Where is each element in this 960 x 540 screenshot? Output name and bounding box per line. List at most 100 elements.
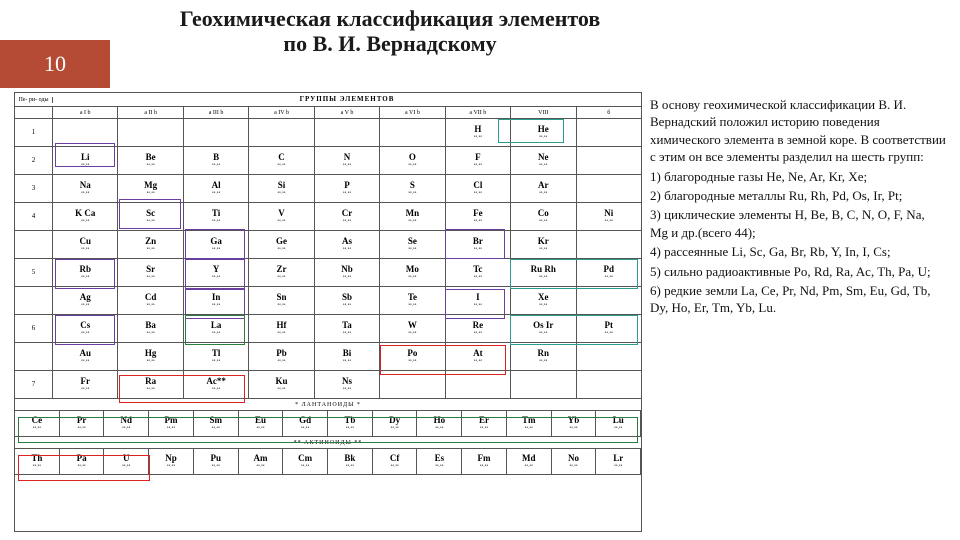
group-col-label: a III b — [184, 107, 249, 118]
element-symbol: Ge — [276, 237, 287, 246]
element-cell — [315, 119, 380, 146]
element-mass: ••.•• — [256, 464, 264, 469]
element-cell: Am••.•• — [239, 449, 284, 474]
element-mass: ••.•• — [277, 359, 285, 364]
element-symbol: K Ca — [75, 209, 95, 218]
element-mass: ••.•• — [167, 426, 175, 431]
period-cells: Cs••.••Ba••.••La••.••Hf••.••Ta••.••W••.•… — [53, 315, 641, 342]
element-symbol: Cm — [298, 454, 312, 463]
element-symbol: Dy — [389, 416, 400, 425]
element-cell: Nd••.•• — [104, 411, 149, 436]
element-cell: O••.•• — [380, 147, 445, 174]
element-symbol: Nb — [341, 265, 353, 274]
element-symbol: H — [474, 125, 481, 134]
element-symbol: Ga — [210, 237, 222, 246]
element-symbol: N — [344, 153, 351, 162]
element-mass: ••.•• — [605, 275, 613, 280]
element-mass: ••.•• — [212, 303, 220, 308]
element-mass: ••.•• — [539, 331, 547, 336]
element-mass: ••.•• — [147, 219, 155, 224]
element-cell: Ra••.•• — [118, 371, 183, 398]
period-cells: Li••.••Be••.••B••.••C••.••N••.••O••.••F•… — [53, 147, 641, 174]
element-mass: ••.•• — [212, 275, 220, 280]
element-mass: ••.•• — [301, 426, 309, 431]
period-row: 5Rb••.••Sr••.••Y••.••Zr••.••Nb••.••Mo••.… — [15, 259, 641, 287]
group-labels-row: a I ba II ba III ba IV ba V ba VI ba VII… — [15, 107, 641, 119]
element-cell: Zr••.•• — [249, 259, 314, 286]
element-mass: ••.•• — [614, 464, 622, 469]
element-cell: Ar••.•• — [511, 175, 576, 202]
element-cell: Ge••.•• — [249, 231, 314, 258]
element-symbol: Os Ir — [533, 321, 553, 330]
element-cell: Sn••.•• — [249, 287, 314, 314]
element-cell: Sm••.•• — [194, 411, 239, 436]
element-mass: ••.•• — [212, 247, 220, 252]
element-symbol: Rb — [79, 265, 91, 274]
element-mass: ••.•• — [539, 163, 547, 168]
intro-text: В основу геохимической классификации В. … — [650, 96, 946, 166]
element-mass: ••.•• — [343, 247, 351, 252]
element-mass: ••.•• — [147, 387, 155, 392]
element-mass: ••.•• — [81, 303, 89, 308]
element-mass: ••.•• — [81, 359, 89, 364]
element-cell: Pr••.•• — [60, 411, 105, 436]
group-col-label: a VI b — [380, 107, 445, 118]
period-row: Au••.••Hg••.••Tl••.••Pb••.••Bi••.••Po••.… — [15, 343, 641, 371]
element-cell: Lu••.•• — [596, 411, 641, 436]
element-cell: I••.•• — [446, 287, 511, 314]
element-cell — [577, 147, 641, 174]
group-col-label: VIII — [511, 107, 576, 118]
element-mass: ••.•• — [408, 275, 416, 280]
element-cell: Bk••.•• — [328, 449, 373, 474]
element-cell: Pt••.•• — [577, 315, 641, 342]
element-mass: ••.•• — [569, 464, 577, 469]
element-mass: ••.•• — [343, 219, 351, 224]
element-cell: Fe••.•• — [446, 203, 511, 230]
element-cell: Pa••.•• — [60, 449, 105, 474]
element-symbol: Pu — [210, 454, 221, 463]
group-3: 3) циклические элементы H, Be, B, C, N, … — [650, 206, 946, 241]
element-cell: Ga••.•• — [184, 231, 249, 258]
element-mass: ••.•• — [343, 191, 351, 196]
element-cell: Cr••.•• — [315, 203, 380, 230]
group-6: 6) редкие земли La, Ce, Pr, Nd, Pm, Sm, … — [650, 282, 946, 317]
element-symbol: Ac** — [206, 377, 226, 386]
element-symbol: Ni — [604, 209, 613, 218]
element-mass: ••.•• — [408, 247, 416, 252]
element-cell: Ti••.•• — [184, 203, 249, 230]
period-row: 1H••.••He••.•• — [15, 119, 641, 147]
element-symbol: P — [344, 181, 350, 190]
group-4: 4) рассеянные Li, Sc, Ga, Br, Rb, Y, In,… — [650, 243, 946, 260]
element-symbol: O — [409, 153, 416, 162]
element-mass: ••.•• — [605, 331, 613, 336]
element-symbol: Ag — [80, 293, 91, 302]
slide: 10 Геохимическая классификация элементов… — [0, 0, 960, 540]
element-cell: Mo••.•• — [380, 259, 445, 286]
element-symbol: Md — [522, 454, 536, 463]
element-cell: At••.•• — [446, 343, 511, 370]
element-symbol: Fe — [473, 209, 483, 218]
element-symbol: Tb — [344, 416, 355, 425]
element-symbol: Pt — [604, 321, 613, 330]
group-5: 5) сильно радиоактивные Po, Rd, Ra, Ac, … — [650, 263, 946, 280]
element-cell — [577, 231, 641, 258]
page-title: Геохимическая классификация элементов по… — [120, 6, 660, 57]
element-mass: ••.•• — [277, 219, 285, 224]
element-cell: Fr••.•• — [53, 371, 118, 398]
element-symbol: Hg — [145, 349, 157, 358]
element-symbol: Be — [146, 153, 156, 162]
element-cell: Ag••.•• — [53, 287, 118, 314]
element-symbol: At — [473, 349, 483, 358]
period-number: 7 — [15, 371, 53, 398]
period-cells: Ag••.••Cd••.••In••.••Sn••.••Sb••.••Te••.… — [53, 287, 641, 314]
element-symbol: Lr — [613, 454, 623, 463]
element-symbol: Pr — [77, 416, 87, 425]
element-mass: ••.•• — [167, 464, 175, 469]
element-mass: ••.•• — [390, 426, 398, 431]
element-symbol: Hf — [277, 321, 287, 330]
group-col-label: a V b — [315, 107, 380, 118]
element-cell: Cd••.•• — [118, 287, 183, 314]
element-cell: Ns••.•• — [315, 371, 380, 398]
element-cell: Rb••.•• — [53, 259, 118, 286]
element-mass: ••.•• — [408, 331, 416, 336]
